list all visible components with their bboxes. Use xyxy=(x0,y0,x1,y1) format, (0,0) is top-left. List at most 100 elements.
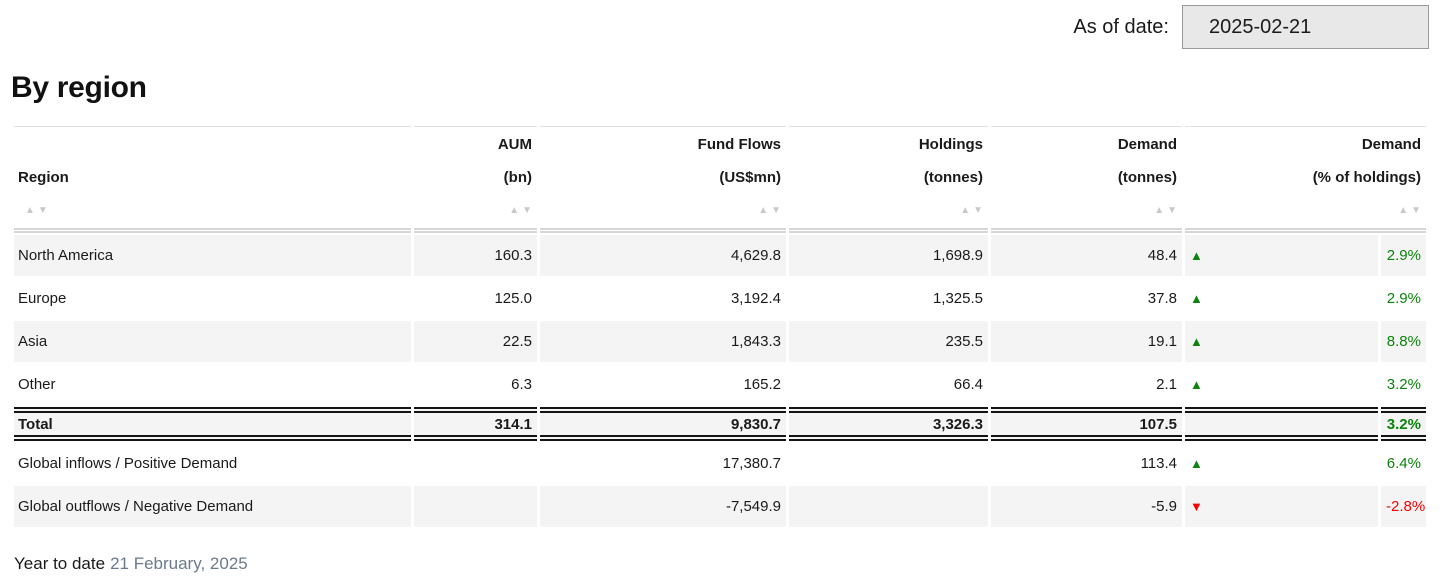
column-label: Holdings xyxy=(918,136,983,153)
demand-indicator-cell xyxy=(1185,407,1378,441)
column-header-aum[interactable]: AUM (bn) ▲ ▼ xyxy=(414,126,537,233)
sort-desc-icon[interactable]: ▼ xyxy=(1167,204,1177,216)
column-label: Demand xyxy=(1361,136,1421,153)
demand-cell: 19.1 xyxy=(991,321,1182,362)
fund-flows-cell: 165.2 xyxy=(540,364,786,405)
holdings-cell: 66.4 xyxy=(789,364,988,405)
aum-cell xyxy=(414,443,537,484)
region-cell: Europe xyxy=(14,278,411,319)
sort-asc-icon[interactable]: ▲ xyxy=(509,204,520,216)
table-row: Global outflows / Negative Demand -7,549.… xyxy=(14,486,1426,527)
aum-cell: 22.5 xyxy=(414,321,537,362)
sort-asc-icon[interactable]: ▲ xyxy=(1398,204,1409,216)
sort-desc-icon[interactable]: ▼ xyxy=(522,204,532,216)
demand-pct-cell: 6.4% xyxy=(1381,443,1426,484)
fund-flows-cell: 3,192.4 xyxy=(540,278,786,319)
holdings-cell: 3,326.3 xyxy=(789,407,988,441)
demand-pct-cell: 3.2% xyxy=(1381,407,1426,441)
demand-indicator-cell: ▲ xyxy=(1185,364,1378,405)
demand-indicator-cell: ▲ xyxy=(1185,443,1378,484)
sort-asc-icon[interactable]: ▲ xyxy=(1154,204,1165,216)
demand-cell: 113.4 xyxy=(991,443,1182,484)
sort-desc-icon[interactable]: ▼ xyxy=(1411,204,1421,216)
sort-asc-icon[interactable]: ▲ xyxy=(758,204,769,216)
by-region-table: Region ▲ ▼ AUM (bn) ▲ ▼ Fund Flows xyxy=(11,124,1429,529)
column-unit: (bn) xyxy=(503,169,532,186)
column-label: Region xyxy=(18,169,69,186)
as-of-date-input[interactable] xyxy=(1182,5,1429,49)
column-label: AUM xyxy=(497,136,532,153)
table-body: North America 160.3 4,629.8 1,698.9 48.4 ▲ 2.9… xyxy=(14,235,1426,527)
table-header-row: Region ▲ ▼ AUM (bn) ▲ ▼ Fund Flows xyxy=(14,126,1426,233)
demand-cell: 107.5 xyxy=(991,407,1182,441)
holdings-cell: 1,325.5 xyxy=(789,278,988,319)
table-row: Other 6.3 165.2 66.4 2.1 ▲ 3.2% xyxy=(14,364,1426,405)
fund-flows-cell: -7,549.9 xyxy=(540,486,786,527)
sort-control-aum[interactable]: ▲ ▼ xyxy=(419,193,532,228)
demand-pct-cell: 8.8% xyxy=(1381,321,1426,362)
column-header-demand-tonnes[interactable]: Demand (tonnes) ▲ ▼ xyxy=(991,126,1182,233)
demand-up-icon: ▲ xyxy=(1190,248,1203,263)
demand-cell: -5.9 xyxy=(991,486,1182,527)
demand-indicator-cell: ▲ xyxy=(1185,235,1378,276)
column-header-region[interactable]: Region ▲ ▼ xyxy=(14,126,411,233)
aum-cell: 125.0 xyxy=(414,278,537,319)
footer-note: Year to date 21 February, 2025 xyxy=(11,554,1429,574)
column-header-holdings[interactable]: Holdings (tonnes) ▲ ▼ xyxy=(789,126,988,233)
ytd-label: Year to date xyxy=(14,554,106,573)
sort-asc-icon[interactable]: ▲ xyxy=(25,204,35,216)
holdings-cell xyxy=(789,486,988,527)
table-row: North America 160.3 4,629.8 1,698.9 48.4 ▲ 2.9… xyxy=(14,235,1426,276)
demand-up-icon: ▲ xyxy=(1190,456,1203,471)
demand-cell: 2.1 xyxy=(991,364,1182,405)
demand-up-icon: ▲ xyxy=(1190,334,1203,349)
demand-up-icon: ▲ xyxy=(1190,377,1203,392)
sort-desc-icon[interactable]: ▼ xyxy=(37,204,48,216)
demand-cell: 37.8 xyxy=(991,278,1182,319)
column-label-line1 xyxy=(18,127,406,160)
demand-pct-cell: 2.9% xyxy=(1381,235,1426,276)
sort-control-demand-pct[interactable]: ▲ ▼ xyxy=(1190,193,1421,228)
aum-cell xyxy=(414,486,537,527)
holdings-cell: 235.5 xyxy=(789,321,988,362)
demand-down-icon: ▼ xyxy=(1190,499,1203,514)
demand-pct-cell: 2.9% xyxy=(1381,278,1426,319)
as-of-date-bar: As of date: xyxy=(11,0,1429,49)
demand-indicator-cell: ▼ xyxy=(1185,486,1378,527)
sort-desc-icon[interactable]: ▼ xyxy=(973,204,983,216)
table-row: Global inflows / Positive Demand 17,380.7… xyxy=(14,443,1426,484)
demand-indicator-cell: ▲ xyxy=(1185,278,1378,319)
fund-flows-cell: 9,830.7 xyxy=(540,407,786,441)
demand-pct-cell: 3.2% xyxy=(1381,364,1426,405)
demand-up-icon: ▲ xyxy=(1190,291,1203,306)
sort-control-holdings[interactable]: ▲ ▼ xyxy=(794,193,983,228)
sort-control-region[interactable]: ▲ ▼ xyxy=(18,193,406,228)
total-row: Total 314.1 9,830.7 3,326.3 107.5 3.2% xyxy=(14,407,1426,441)
column-label: Demand xyxy=(1117,136,1177,153)
page-title: By region xyxy=(11,71,147,104)
fund-flows-cell: 17,380.7 xyxy=(540,443,786,484)
fund-flows-cell: 4,629.8 xyxy=(540,235,786,276)
demand-indicator-cell: ▲ xyxy=(1185,321,1378,362)
fund-flows-cell: 1,843.3 xyxy=(540,321,786,362)
sort-desc-icon[interactable]: ▼ xyxy=(771,204,781,216)
column-header-fund-flows[interactable]: Fund Flows (US$mn) ▲ ▼ xyxy=(540,126,786,233)
holdings-cell: 1,698.9 xyxy=(789,235,988,276)
sort-control-demand-tonnes[interactable]: ▲ ▼ xyxy=(996,193,1177,228)
column-unit: (US$mn) xyxy=(719,169,781,186)
region-cell: Global outflows / Negative Demand xyxy=(14,486,411,527)
column-label: Fund Flows xyxy=(697,136,781,153)
region-cell: Asia xyxy=(14,321,411,362)
aum-cell: 314.1 xyxy=(414,407,537,441)
holdings-cell xyxy=(789,443,988,484)
aum-cell: 160.3 xyxy=(414,235,537,276)
region-cell: Total xyxy=(14,407,411,441)
column-unit: (tonnes) xyxy=(923,169,983,186)
sort-control-fund-flows[interactable]: ▲ ▼ xyxy=(545,193,781,228)
column-header-demand-pct[interactable]: Demand (% of holdings) ▲ ▼ xyxy=(1185,126,1426,233)
table-row: Europe 125.0 3,192.4 1,325.5 37.8 ▲ 2.9% xyxy=(14,278,1426,319)
aum-cell: 6.3 xyxy=(414,364,537,405)
table-row: Asia 22.5 1,843.3 235.5 19.1 ▲ 8.8% xyxy=(14,321,1426,362)
column-unit: (tonnes) xyxy=(1117,169,1177,186)
sort-asc-icon[interactable]: ▲ xyxy=(960,204,971,216)
